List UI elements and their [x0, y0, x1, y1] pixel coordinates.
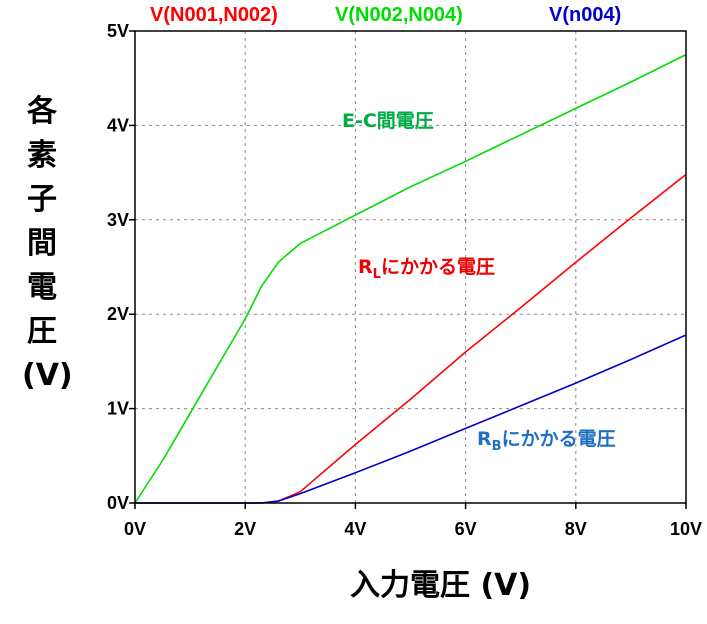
- annotation-rb-sub: B: [491, 438, 502, 454]
- series-line-2: [135, 334, 687, 504]
- plot-frame: [134, 30, 687, 504]
- x-axis-label: 入力電圧 (V): [350, 568, 532, 603]
- y-axis-label-char: 各: [27, 94, 57, 129]
- x-tick-label: 10V: [670, 519, 702, 539]
- y-tick-label: 3V: [107, 210, 129, 230]
- y-tick-label: 1V: [107, 399, 129, 419]
- annotation-rl-sub: L: [372, 266, 381, 282]
- annotation-rb-rest: にかかる電圧: [501, 428, 616, 450]
- x-tick-label: 8V: [565, 519, 587, 539]
- y-axis-label-char: 圧: [27, 314, 57, 349]
- y-tick-label: 2V: [107, 304, 129, 324]
- x-tick-label: 6V: [455, 519, 477, 539]
- y-tick-label: 5V: [107, 21, 129, 41]
- series-line-1: [134, 53, 687, 504]
- x-tick-label: 0V: [124, 519, 146, 539]
- y-axis-label-char: (V): [22, 358, 73, 393]
- grid: [135, 31, 686, 503]
- y-axis-label-char: 子: [27, 182, 57, 217]
- annotation-rl-rest: にかかる電圧: [380, 256, 495, 278]
- y-tick-label: 4V: [107, 115, 129, 135]
- x-tick-label: 2V: [234, 519, 256, 539]
- y-axis-label-char: 素: [27, 138, 57, 173]
- annotation-ec-voltage: E-C間電圧: [342, 106, 434, 133]
- annotation-rb-voltage: RBにかかる電圧: [477, 424, 616, 454]
- legend-entry-v-n004: V(n004): [549, 4, 622, 26]
- annotation-ec-text: E-C間電圧: [342, 110, 434, 132]
- series-lines: [134, 53, 687, 504]
- legend-entry-v-n001-n002: V(N001,N002): [150, 4, 278, 26]
- x-tick-label: 4V: [344, 519, 366, 539]
- y-axis-label-char: 間: [27, 226, 57, 261]
- axis-ticks: 0V 2V 4V 6V 8V 10V 0V 1V 2V 3V 4V 5V: [107, 21, 702, 539]
- y-axis-label: 各 素 子 間 電 圧 (V): [22, 90, 73, 398]
- annotation-rl-voltage: RLにかかる電圧: [358, 252, 495, 282]
- annotation-rb-main: R: [477, 428, 492, 450]
- y-axis-label-char: 電: [27, 270, 57, 305]
- y-tick-label: 0V: [107, 493, 129, 513]
- legend-entry-v-n002-n004: V(N002,N004): [335, 4, 463, 26]
- annotation-rl-main: R: [358, 256, 373, 278]
